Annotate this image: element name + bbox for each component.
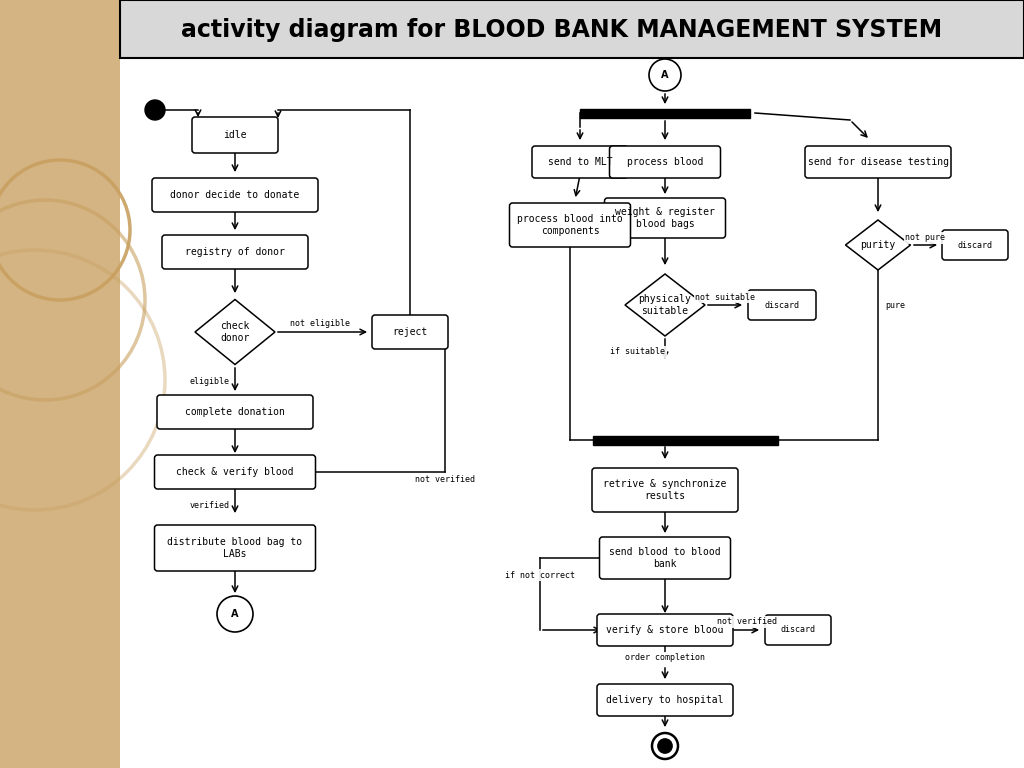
Text: reject: reject xyxy=(392,327,428,337)
Circle shape xyxy=(217,596,253,632)
Circle shape xyxy=(649,59,681,91)
FancyBboxPatch shape xyxy=(599,537,730,579)
Text: eligible: eligible xyxy=(190,378,230,386)
Circle shape xyxy=(652,733,678,759)
Text: weight & register
blood bags: weight & register blood bags xyxy=(615,207,715,229)
FancyBboxPatch shape xyxy=(510,203,631,247)
Bar xyxy=(120,0,1024,58)
FancyBboxPatch shape xyxy=(155,525,315,571)
FancyBboxPatch shape xyxy=(152,178,318,212)
Text: delivery to hospital: delivery to hospital xyxy=(606,695,724,705)
FancyBboxPatch shape xyxy=(597,684,733,716)
Text: send for disease testing: send for disease testing xyxy=(808,157,948,167)
Text: check
donor: check donor xyxy=(220,321,250,343)
Bar xyxy=(580,108,750,118)
Circle shape xyxy=(145,100,165,120)
FancyBboxPatch shape xyxy=(193,117,278,153)
Text: not verified: not verified xyxy=(415,475,475,485)
FancyBboxPatch shape xyxy=(155,455,315,489)
Text: physicaly
suitable: physicaly suitable xyxy=(639,294,691,316)
Text: check & verify blood: check & verify blood xyxy=(176,467,294,477)
Text: A: A xyxy=(662,70,669,80)
Bar xyxy=(0,0,120,768)
Text: if not correct: if not correct xyxy=(505,571,575,580)
Bar xyxy=(120,0,1024,768)
Bar xyxy=(593,435,777,445)
Text: donor decide to donate: donor decide to donate xyxy=(170,190,300,200)
Text: if suitable: if suitable xyxy=(610,347,666,356)
Text: send blood to blood
bank: send blood to blood bank xyxy=(609,547,721,569)
Text: pure: pure xyxy=(885,300,905,310)
Text: process blood: process blood xyxy=(627,157,703,167)
Text: retrive & synchronize
results: retrive & synchronize results xyxy=(603,479,727,501)
FancyBboxPatch shape xyxy=(604,198,725,238)
Text: send to MLT: send to MLT xyxy=(548,157,612,167)
FancyBboxPatch shape xyxy=(592,468,738,512)
Text: discard: discard xyxy=(765,300,800,310)
Text: process blood into
components: process blood into components xyxy=(517,214,623,236)
Text: purity: purity xyxy=(860,240,896,250)
FancyBboxPatch shape xyxy=(532,146,628,178)
Text: order completion: order completion xyxy=(625,654,705,663)
Text: idle: idle xyxy=(223,130,247,140)
Text: distribute blood bag to
LABs: distribute blood bag to LABs xyxy=(168,537,302,559)
Text: not eligible: not eligible xyxy=(290,319,350,327)
Text: not suitable: not suitable xyxy=(695,293,755,302)
Text: not pure: not pure xyxy=(905,233,945,243)
Text: registry of donor: registry of donor xyxy=(185,247,285,257)
Text: A: A xyxy=(231,609,239,619)
FancyBboxPatch shape xyxy=(372,315,449,349)
FancyBboxPatch shape xyxy=(942,230,1008,260)
Text: discard: discard xyxy=(780,625,815,634)
FancyBboxPatch shape xyxy=(162,235,308,269)
Text: not verified: not verified xyxy=(717,617,777,627)
FancyBboxPatch shape xyxy=(805,146,951,178)
FancyBboxPatch shape xyxy=(597,614,733,646)
FancyBboxPatch shape xyxy=(765,615,831,645)
Text: discard: discard xyxy=(957,240,992,250)
FancyBboxPatch shape xyxy=(609,146,721,178)
Text: activity diagram for BLOOD BANK MANAGEMENT SYSTEM: activity diagram for BLOOD BANK MANAGEME… xyxy=(181,18,942,42)
Text: verify & store blood: verify & store blood xyxy=(606,625,724,635)
FancyBboxPatch shape xyxy=(748,290,816,320)
Circle shape xyxy=(657,739,672,753)
Text: complete donation: complete donation xyxy=(185,407,285,417)
Text: verified: verified xyxy=(190,501,230,509)
FancyBboxPatch shape xyxy=(157,395,313,429)
